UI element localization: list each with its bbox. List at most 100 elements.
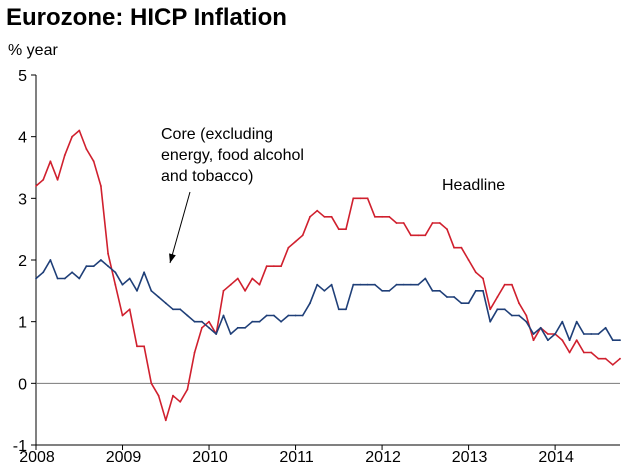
data-point — [568, 351, 571, 354]
data-point — [590, 351, 593, 354]
data-point — [410, 234, 412, 237]
data-point — [482, 277, 484, 280]
data-point — [489, 320, 492, 323]
data-point — [49, 160, 52, 163]
data-point — [446, 228, 448, 231]
data-point — [107, 252, 109, 255]
data-point — [374, 215, 376, 218]
x-tick-label: 2009 — [106, 449, 142, 465]
data-point — [359, 197, 362, 200]
data-point — [431, 289, 434, 292]
data-point — [244, 326, 247, 329]
data-point — [583, 351, 585, 354]
data-point — [136, 345, 138, 348]
data-point — [467, 302, 470, 305]
data-point — [136, 289, 138, 292]
data-point — [438, 289, 441, 292]
data-point — [280, 265, 282, 268]
data-point — [460, 302, 463, 305]
data-point — [56, 178, 59, 181]
data-point — [128, 277, 131, 280]
data-point — [157, 394, 160, 397]
data-point — [208, 320, 210, 323]
data-point — [251, 277, 254, 280]
data-point — [309, 215, 311, 218]
data-point — [215, 333, 218, 335]
data-point — [424, 234, 427, 237]
data-point — [568, 339, 571, 342]
data-point — [294, 314, 297, 317]
data-point — [366, 197, 369, 200]
data-point — [265, 265, 268, 268]
data-point — [337, 308, 340, 311]
series-headline — [35, 129, 621, 422]
data-point — [503, 308, 506, 311]
data-point — [186, 388, 189, 391]
data-point — [525, 320, 528, 323]
data-point — [193, 320, 196, 323]
x-tick-label: 2012 — [365, 449, 401, 465]
data-point — [78, 277, 81, 280]
data-point — [402, 222, 405, 224]
data-point — [236, 277, 239, 280]
data-point — [345, 308, 347, 311]
data-point — [496, 308, 499, 311]
data-point — [71, 135, 73, 138]
data-point — [604, 357, 607, 360]
data-point — [489, 308, 492, 311]
data-point — [330, 283, 333, 286]
data-point — [583, 333, 585, 335]
data-point — [63, 277, 66, 280]
data-point — [42, 271, 45, 274]
data-point — [258, 320, 261, 323]
data-point — [150, 382, 153, 385]
chart-series-layer — [35, 129, 621, 422]
data-point — [345, 228, 347, 231]
data-point — [359, 283, 362, 286]
data-point — [395, 283, 398, 286]
data-point — [294, 240, 297, 243]
data-point — [316, 283, 319, 286]
data-point — [597, 333, 600, 335]
data-point — [100, 185, 102, 187]
data-point — [575, 339, 578, 342]
data-point — [244, 289, 247, 292]
x-tick-label: 2010 — [192, 449, 228, 465]
data-point — [100, 259, 102, 261]
data-point — [63, 154, 66, 157]
data-point — [323, 289, 326, 292]
chart-axes: -1 0 1 2 3 4 5 2008 2009 2010 2011 2012 2013 2014 — [13, 68, 620, 465]
data-point — [316, 209, 319, 212]
data-point — [301, 314, 304, 317]
series-core — [35, 259, 621, 342]
x-tick-label: 2011 — [279, 449, 314, 465]
x-tick-label: 2008 — [19, 449, 55, 465]
data-point — [143, 345, 146, 348]
data-point — [554, 333, 556, 335]
data-point — [35, 185, 37, 187]
data-point — [229, 283, 232, 286]
annotation-core-line: and tobacco) — [161, 168, 254, 185]
data-point — [107, 265, 109, 268]
data-point — [85, 148, 88, 150]
y-tick-label: 1 — [18, 315, 27, 332]
annotation-arrow-shaft — [169, 191, 191, 264]
data-point — [604, 326, 607, 329]
data-point — [446, 296, 448, 298]
data-point — [561, 320, 564, 323]
data-point — [482, 289, 484, 292]
data-point — [438, 222, 441, 224]
data-point — [424, 277, 427, 280]
data-point — [511, 283, 513, 286]
data-point — [56, 277, 59, 280]
data-point — [381, 215, 383, 218]
data-point — [85, 265, 88, 268]
data-point — [611, 363, 614, 366]
data-point — [287, 314, 290, 317]
data-point — [511, 314, 513, 317]
data-point — [172, 308, 174, 311]
data-point — [229, 333, 232, 335]
data-point — [71, 271, 73, 274]
data-point — [561, 339, 564, 342]
data-point — [410, 283, 412, 286]
